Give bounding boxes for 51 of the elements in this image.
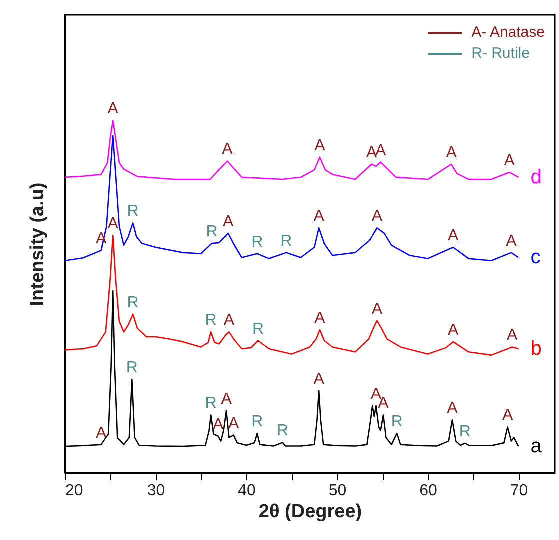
annotation: A xyxy=(108,100,119,118)
annotation: A xyxy=(314,370,325,388)
x-tick-label: 20 xyxy=(66,482,84,500)
y-axis-title: Intensity (a.u) xyxy=(28,182,48,306)
annotation: A xyxy=(224,312,235,330)
x-tick-label: 70 xyxy=(510,482,528,500)
legend-label: R- Rutile xyxy=(472,45,530,62)
annotation: R xyxy=(252,234,264,251)
annotation: A xyxy=(372,300,383,318)
annotation: A xyxy=(447,400,458,418)
x-tick-label: 30 xyxy=(147,482,166,500)
annotation: R xyxy=(127,203,139,220)
annotation: A xyxy=(504,152,516,170)
annotation: A xyxy=(314,208,325,226)
annotation: R xyxy=(205,395,217,412)
series-label: d xyxy=(530,166,542,188)
series-label: a xyxy=(530,436,543,458)
legend-label: A- Anatase xyxy=(472,24,545,41)
annotation: R xyxy=(205,312,217,330)
annotation: A xyxy=(507,327,518,344)
annotation: R xyxy=(206,224,218,241)
x-axis-title: 2θ (Degree) xyxy=(258,502,362,522)
annotation: A xyxy=(221,390,232,408)
annotation: A xyxy=(213,416,224,434)
annotation: A xyxy=(314,137,326,154)
annotation: A xyxy=(228,415,240,432)
annotation: A xyxy=(502,407,514,424)
annotation: A xyxy=(96,424,107,442)
annotation: A xyxy=(222,213,234,230)
annotation: R xyxy=(252,414,264,431)
series-label: c xyxy=(530,246,541,269)
series-label: b xyxy=(530,338,542,360)
annotation: R xyxy=(391,414,403,431)
annotation: R xyxy=(252,320,264,338)
annotation: A xyxy=(222,141,234,158)
annotation: A xyxy=(448,322,460,339)
annotation: A xyxy=(314,310,326,327)
annotation: R xyxy=(126,360,138,377)
x-tick-label: 40 xyxy=(238,482,256,500)
annotation: A xyxy=(448,228,460,245)
annotation: A xyxy=(446,144,458,162)
annotation: A xyxy=(506,232,518,250)
annotation: A xyxy=(372,208,383,226)
annotation: R xyxy=(459,423,471,440)
x-tick-label: 60 xyxy=(420,482,438,500)
x-tick-label: 50 xyxy=(328,482,347,500)
annotation: R xyxy=(276,422,289,440)
annotation: R xyxy=(280,232,292,250)
annotation: R xyxy=(127,294,139,312)
annotation: A xyxy=(108,216,119,233)
annotation: A xyxy=(366,144,378,162)
